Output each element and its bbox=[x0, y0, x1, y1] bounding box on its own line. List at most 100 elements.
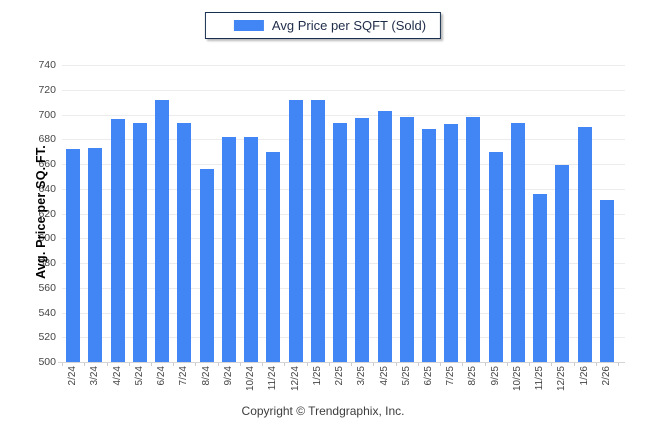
x-tick-mark bbox=[506, 363, 508, 366]
x-tick-mark bbox=[328, 363, 330, 366]
bar-7/25[interactable] bbox=[444, 124, 459, 362]
x-tick-mark bbox=[529, 363, 530, 366]
x-tick-label: 4/25 bbox=[378, 366, 390, 386]
x-tick-label: 11/24 bbox=[267, 366, 279, 391]
x-tick-label: 1/26 bbox=[578, 366, 590, 386]
x-tick-mark bbox=[440, 363, 442, 366]
legend-label: Avg Price per SQFT (Sold) bbox=[271, 18, 427, 33]
x-tick-label: 6/24 bbox=[156, 366, 168, 386]
y-tick-label: 500 bbox=[38, 356, 56, 368]
bar-12/24[interactable] bbox=[288, 99, 303, 362]
x-tick-mark bbox=[239, 363, 241, 366]
y-tick-label: 700 bbox=[38, 109, 56, 121]
bar-10/25[interactable] bbox=[510, 123, 525, 362]
x-tick-mark bbox=[551, 363, 553, 366]
bar-4/25[interactable] bbox=[377, 110, 392, 362]
x-tick-label: 8/24 bbox=[200, 366, 212, 386]
bar-1/26[interactable] bbox=[577, 126, 592, 362]
y-gridline bbox=[62, 115, 625, 116]
y-tick-label: 680 bbox=[38, 133, 56, 145]
bar-1/25[interactable] bbox=[310, 99, 325, 362]
y-tick-label: 720 bbox=[38, 84, 56, 96]
bar-2/24[interactable] bbox=[66, 149, 81, 362]
bar-7/24[interactable] bbox=[177, 123, 192, 362]
x-tick-label: 2/24 bbox=[67, 366, 79, 386]
bar-3/24[interactable] bbox=[88, 147, 103, 362]
bar-2/26[interactable] bbox=[599, 199, 614, 362]
x-tick-mark bbox=[351, 363, 353, 366]
y-tick-label: 620 bbox=[38, 208, 56, 220]
x-tick-mark bbox=[128, 363, 130, 366]
y-tick-label: 740 bbox=[38, 59, 56, 71]
bar-12/25[interactable] bbox=[555, 165, 570, 362]
x-tick-mark bbox=[84, 363, 86, 366]
bar-4/24[interactable] bbox=[110, 119, 125, 362]
x-tick-mark bbox=[173, 363, 175, 366]
x-tick-mark bbox=[462, 363, 464, 366]
y-gridline bbox=[62, 90, 625, 91]
x-tick-label: 4/24 bbox=[111, 366, 123, 386]
x-tick-label: 10/24 bbox=[245, 366, 256, 392]
bar-11/25[interactable] bbox=[533, 193, 548, 362]
y-tick-label: 520 bbox=[38, 331, 56, 343]
bar-5/25[interactable] bbox=[399, 117, 414, 362]
bar-6/25[interactable] bbox=[422, 129, 436, 362]
x-tick-label: 12/24 bbox=[289, 366, 301, 392]
y-tick-label: 560 bbox=[38, 282, 56, 294]
x-tick-label: 1/25 bbox=[311, 366, 323, 386]
x-tick-label: 12/25 bbox=[556, 366, 568, 392]
x-tick-label: 6/25 bbox=[423, 366, 434, 386]
y-tick-label: 600 bbox=[38, 232, 56, 244]
x-tick-mark bbox=[262, 363, 264, 366]
x-tick-label: 5/24 bbox=[133, 366, 145, 386]
x-tick-label: 10/25 bbox=[511, 366, 523, 392]
x-tick-mark bbox=[417, 363, 419, 366]
bar-8/24[interactable] bbox=[199, 168, 214, 362]
x-tick-mark bbox=[195, 363, 197, 366]
y-tick-label: 540 bbox=[38, 307, 56, 319]
x-tick-mark bbox=[618, 363, 619, 366]
x-tick-mark bbox=[595, 363, 597, 366]
bar-11/24[interactable] bbox=[266, 151, 281, 362]
legend-swatch-icon bbox=[233, 20, 264, 31]
y-axis-title: Avg. Price per SQ. FT. bbox=[34, 145, 48, 279]
x-tick-label: 8/25 bbox=[467, 366, 479, 386]
bar-8/25[interactable] bbox=[466, 117, 481, 362]
x-tick-mark bbox=[484, 363, 486, 366]
chart-legend: Avg Price per SQFT (Sold) bbox=[204, 12, 442, 39]
x-tick-mark bbox=[573, 363, 575, 366]
y-tick-label: 640 bbox=[38, 183, 56, 195]
x-tick-mark bbox=[217, 363, 219, 366]
x-tick-label: 9/25 bbox=[489, 366, 501, 386]
x-tick-mark bbox=[306, 363, 308, 366]
x-tick-label: 9/24 bbox=[222, 366, 234, 386]
x-tick-label: 5/25 bbox=[400, 366, 412, 386]
bar-9/25[interactable] bbox=[488, 151, 503, 362]
x-tick-label: 3/25 bbox=[356, 366, 368, 386]
x-tick-label: 3/24 bbox=[89, 366, 101, 386]
x-tick-label: 11/25 bbox=[534, 366, 546, 391]
bar-10/24[interactable] bbox=[244, 136, 258, 362]
y-tick-label: 580 bbox=[38, 257, 56, 269]
y-gridline bbox=[62, 65, 625, 66]
x-tick-mark bbox=[106, 363, 108, 366]
x-tick-label: 7/24 bbox=[178, 366, 190, 386]
copyright-footer: Copyright © Trendgraphix, Inc. bbox=[241, 404, 405, 418]
x-tick-label: 2/26 bbox=[600, 366, 612, 386]
x-tick-mark bbox=[395, 363, 397, 366]
bar-6/24[interactable] bbox=[155, 99, 170, 362]
x-tick-mark bbox=[151, 363, 152, 366]
y-tick-label: 660 bbox=[38, 158, 56, 170]
x-tick-mark bbox=[373, 363, 375, 366]
bar-5/24[interactable] bbox=[132, 123, 147, 362]
bar-3/25[interactable] bbox=[355, 118, 370, 362]
x-axis-baseline bbox=[58, 362, 625, 363]
x-tick-label: 7/25 bbox=[445, 366, 457, 386]
x-tick-mark bbox=[62, 363, 63, 366]
bar-2/25[interactable] bbox=[333, 123, 347, 362]
bar-9/24[interactable] bbox=[221, 136, 236, 362]
x-tick-mark bbox=[284, 363, 286, 366]
x-tick-label: 2/25 bbox=[334, 366, 345, 386]
